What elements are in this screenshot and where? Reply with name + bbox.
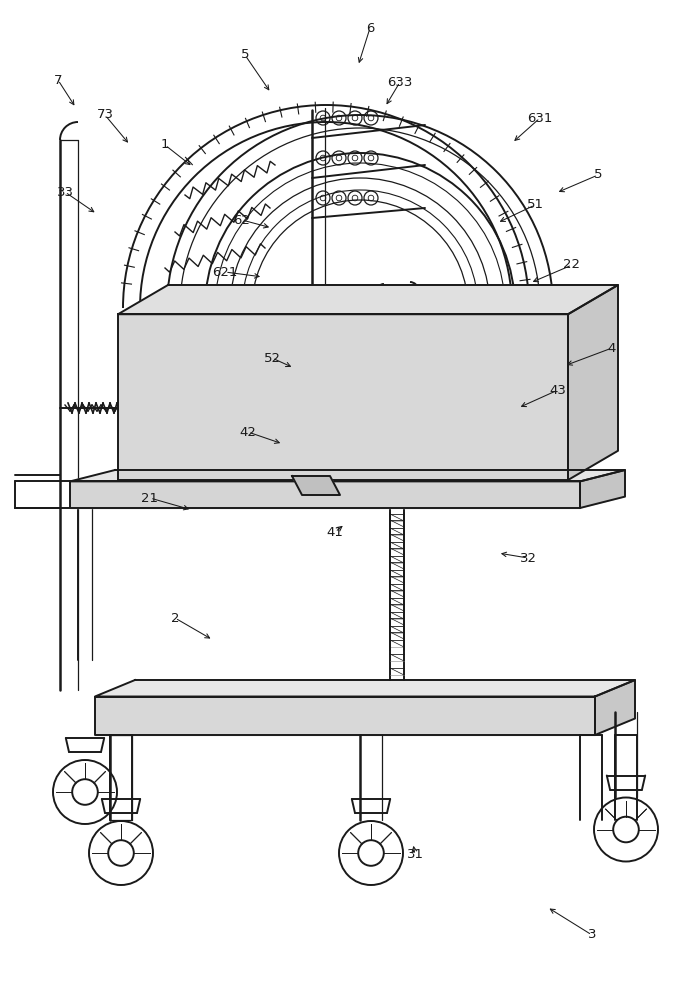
Text: 1: 1: [161, 138, 169, 151]
Text: 2: 2: [171, 611, 179, 624]
Text: 6: 6: [366, 21, 375, 34]
Polygon shape: [70, 481, 580, 508]
Polygon shape: [118, 314, 568, 480]
Text: 73: 73: [97, 108, 113, 121]
Text: 5: 5: [241, 48, 249, 62]
Text: 4: 4: [608, 342, 616, 355]
Polygon shape: [118, 285, 618, 314]
Polygon shape: [568, 285, 618, 480]
Text: 42: 42: [239, 426, 256, 438]
Text: 31: 31: [407, 848, 424, 861]
Text: 3: 3: [588, 928, 596, 942]
Text: 43: 43: [550, 383, 566, 396]
Polygon shape: [292, 476, 340, 495]
Text: 22: 22: [564, 258, 580, 271]
Text: 621: 621: [212, 265, 238, 278]
Text: 5: 5: [594, 168, 602, 182]
Polygon shape: [95, 696, 595, 735]
Polygon shape: [595, 680, 635, 735]
Text: 32: 32: [519, 552, 536, 564]
Text: 51: 51: [526, 198, 543, 212]
Text: 7: 7: [54, 74, 62, 87]
Text: 62: 62: [234, 214, 251, 227]
Text: 33: 33: [57, 186, 74, 198]
Polygon shape: [95, 680, 635, 696]
Text: 631: 631: [527, 111, 553, 124]
Text: 633: 633: [387, 76, 413, 89]
Text: 21: 21: [141, 491, 158, 504]
Text: 52: 52: [263, 352, 281, 364]
Polygon shape: [580, 470, 625, 508]
Polygon shape: [70, 470, 625, 481]
Text: 41: 41: [327, 526, 344, 538]
